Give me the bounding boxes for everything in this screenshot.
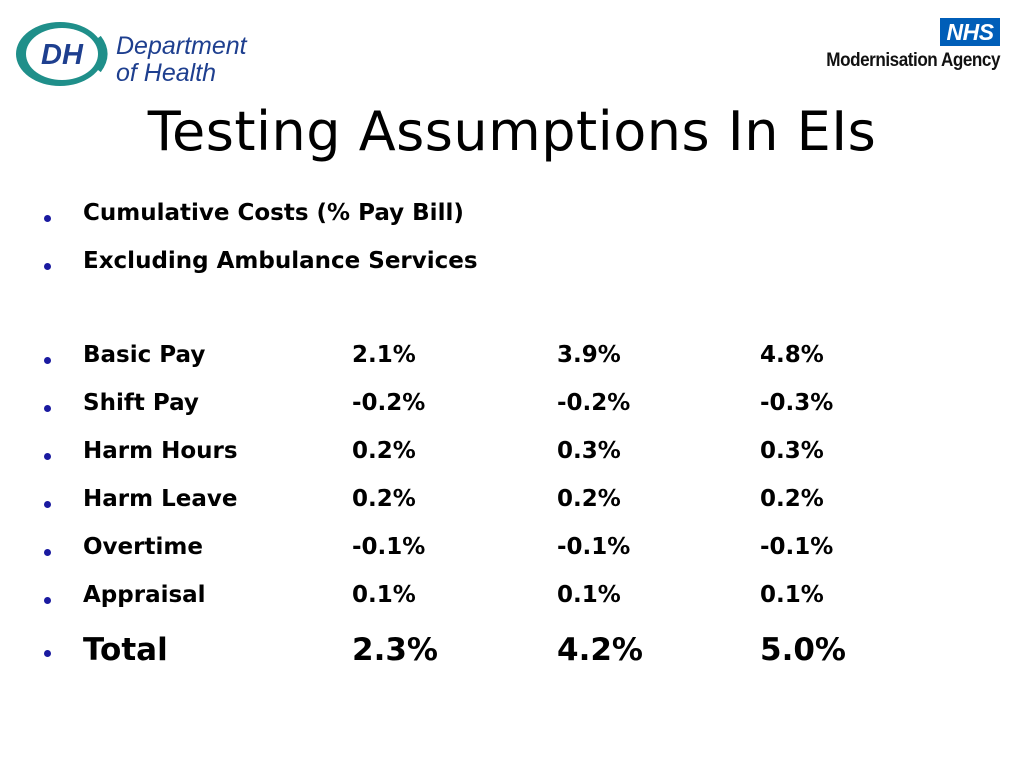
bullet-dot: [44, 597, 51, 604]
dh-logo-graphic: DH Department of Health: [16, 22, 248, 87]
row-value: 2.1%: [352, 342, 416, 368]
row-label: Basic Pay: [83, 342, 206, 368]
cost-row: Harm Leave 0.2% 0.2% 0.2%: [0, 486, 1024, 526]
bullet-dot: [44, 549, 51, 556]
row-value: 0.2%: [352, 438, 416, 464]
nhs-modernisation-agency-logo: NHS Modernisation Agency: [792, 14, 1002, 84]
bullet-dot: [44, 650, 51, 657]
row-value: -0.2%: [557, 390, 631, 416]
bullet-dot: [44, 357, 51, 364]
dh-name-line1: Department: [116, 32, 248, 60]
intro-text: Cumulative Costs (% Pay Bill): [83, 200, 464, 226]
row-value: 0.2%: [557, 486, 621, 512]
bullet-dot: [44, 405, 51, 412]
bullet-dot: [44, 263, 51, 270]
row-value: 0.3%: [557, 438, 621, 464]
row-value: 0.1%: [352, 582, 416, 608]
intro-bullet: Excluding Ambulance Services: [0, 248, 1024, 288]
total-value: 2.3%: [352, 632, 438, 668]
row-label: Overtime: [83, 534, 203, 560]
row-value: 3.9%: [557, 342, 621, 368]
cost-row: Overtime -0.1% -0.1% -0.1%: [0, 534, 1024, 574]
row-value: 0.3%: [760, 438, 824, 464]
row-value: 0.2%: [352, 486, 416, 512]
slide-title: Testing Assumptions In EIs: [147, 100, 877, 163]
row-label: Appraisal: [83, 582, 206, 608]
row-label: Harm Hours: [83, 438, 238, 464]
cost-row: Appraisal 0.1% 0.1% 0.1%: [0, 582, 1024, 622]
row-value: -0.3%: [760, 390, 834, 416]
nhs-agency-name: Modernisation Agency: [826, 50, 1000, 71]
cost-row: Basic Pay 2.1% 3.9% 4.8%: [0, 342, 1024, 382]
row-value: 4.8%: [760, 342, 824, 368]
bullet-dot: [44, 453, 51, 460]
department-of-health-logo: DH Department of Health: [14, 18, 284, 90]
row-label: Harm Leave: [83, 486, 238, 512]
row-value: -0.1%: [557, 534, 631, 560]
total-value: 4.2%: [557, 632, 643, 668]
row-value: -0.1%: [352, 534, 426, 560]
row-value: -0.2%: [352, 390, 426, 416]
dh-name-line2: of Health: [116, 59, 216, 87]
bullet-dot: [44, 501, 51, 508]
total-row: Total 2.3% 4.2% 5.0%: [0, 632, 1024, 672]
row-value: -0.1%: [760, 534, 834, 560]
row-value: 0.2%: [760, 486, 824, 512]
row-value: 0.1%: [557, 582, 621, 608]
cost-row: Shift Pay -0.2% -0.2% -0.3%: [0, 390, 1024, 430]
row-value: 0.1%: [760, 582, 824, 608]
row-label: Shift Pay: [83, 390, 199, 416]
cost-row: Harm Hours 0.2% 0.3% 0.3%: [0, 438, 1024, 478]
dh-initials: DH: [41, 39, 84, 71]
intro-text: Excluding Ambulance Services: [83, 248, 478, 274]
total-value: 5.0%: [760, 632, 846, 668]
nhs-mark: NHS: [940, 18, 1000, 46]
total-label: Total: [83, 632, 168, 668]
intro-bullet: Cumulative Costs (% Pay Bill): [0, 200, 1024, 240]
bullet-dot: [44, 215, 51, 222]
